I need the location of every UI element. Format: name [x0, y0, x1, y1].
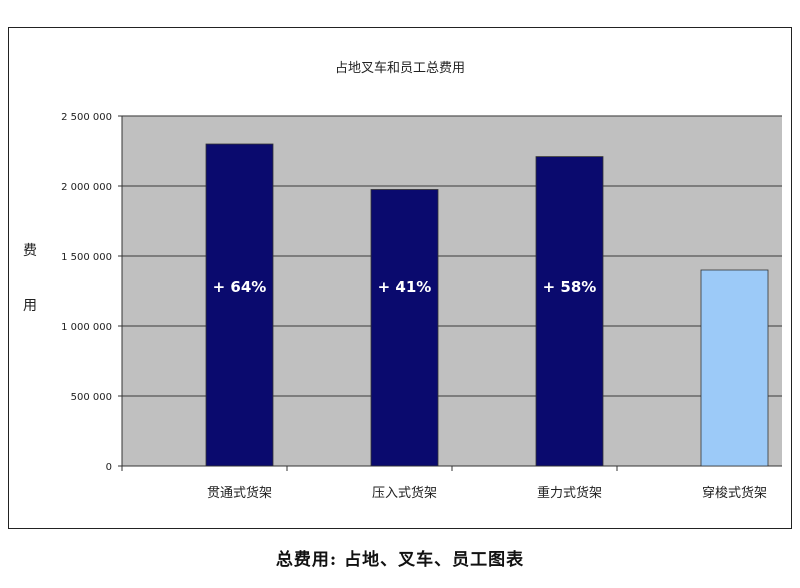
- bar: [700, 269, 769, 467]
- figure-caption: 总费用: 占地、叉车、员工图表: [275, 550, 525, 570]
- x-tick-label: 贯通式货架: [207, 485, 272, 501]
- bar: [205, 143, 274, 467]
- y-tick-label: 1 000 000: [61, 322, 112, 333]
- y-axis-label: 费: [23, 243, 37, 259]
- x-tick-label: 重力式货架: [537, 485, 602, 501]
- bar: [370, 189, 439, 467]
- data-label: + 41%: [378, 278, 432, 296]
- y-tick-label: 2 000 000: [61, 182, 112, 193]
- y-tick-label: 500 000: [71, 392, 112, 403]
- x-tick-label: 穿梭式货架: [702, 485, 767, 501]
- data-label: + 58%: [543, 278, 597, 296]
- y-tick-label: 2 500 000: [61, 112, 112, 123]
- data-label: + 64%: [213, 278, 267, 296]
- y-tick-label: 1 500 000: [61, 252, 112, 263]
- y-tick-label: 0: [106, 462, 112, 473]
- y-axis-label: 用: [23, 298, 37, 314]
- x-tick-label: 压入式货架: [372, 485, 437, 501]
- bar: [535, 156, 604, 467]
- chart-title: 占地叉车和员工总费用: [335, 60, 465, 76]
